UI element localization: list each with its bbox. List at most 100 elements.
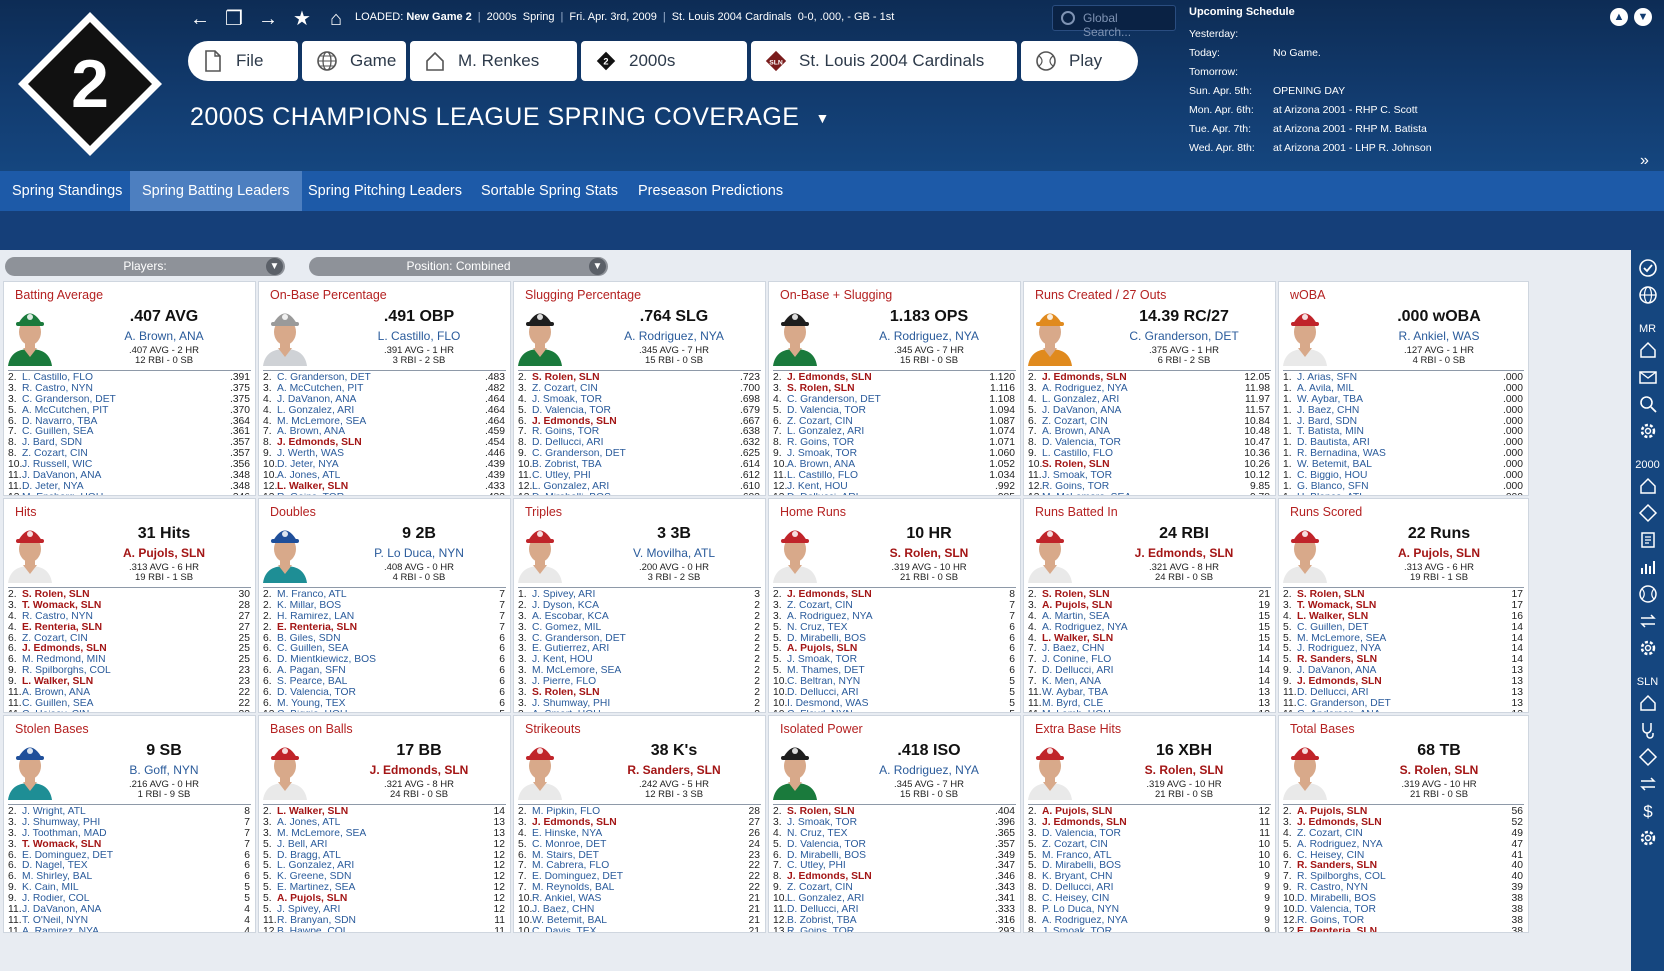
list-item[interactable]: 5. J. Bell, ARI 12 — [263, 839, 505, 851]
list-item[interactable]: 11. M. Byrd, CLE 13 — [1028, 698, 1270, 710]
player-name-link[interactable]: J. Smoak, TOR — [787, 655, 858, 666]
forward-arrow-icon[interactable]: → — [258, 8, 278, 30]
player-name-link[interactable]: B. Zobrist, TBA — [787, 915, 857, 926]
list-item[interactable]: 2. S. Rolen, SLN .723 — [518, 372, 760, 384]
player-name-link[interactable]: J. Conine, FLO — [1042, 655, 1112, 666]
list-item[interactable]: 5. L. Gonzalez, ARI 12 — [263, 861, 505, 872]
player-name-link[interactable]: A. Brown, ANA — [1042, 427, 1111, 438]
list-item[interactable]: 6. M. Shirley, BAL 6 — [8, 871, 250, 883]
list-item[interactable]: 6. S. Pearce, BAL 6 — [263, 676, 505, 688]
player-name-link[interactable]: A. Ramirez, NYA — [22, 926, 100, 933]
player-portrait[interactable] — [261, 738, 309, 800]
player-name-link[interactable]: E. Hinske, NYA — [532, 828, 603, 839]
list-item[interactable]: 8. D. Dellucci, ARI 9 — [1028, 882, 1270, 894]
list-item[interactable]: 5. A. Pujols, SLN 12 — [263, 893, 505, 905]
list-item[interactable]: 5. A. Pujols, SLN 6 — [773, 644, 1015, 655]
player-name-link[interactable]: J. Edmonds, SLN — [22, 644, 107, 655]
player-name-link[interactable]: C. Biggio, HOU — [277, 710, 465, 712]
list-item[interactable]: 3. J. Smoak, TOR .396 — [773, 817, 1015, 829]
player-name-link[interactable]: T. Womack, SLN — [1297, 600, 1377, 611]
player-name-link[interactable]: R. Ankiel, WAS — [532, 894, 602, 905]
player-name-link[interactable]: A. Jones, ATL — [277, 817, 341, 828]
star-icon[interactable]: ★ — [293, 8, 311, 30]
player-name-link[interactable]: D. Valencia, TOR — [277, 688, 356, 699]
list-item[interactable]: 9. J. Werth, WAS .446 — [263, 448, 505, 460]
panel-title[interactable]: Strikeouts — [525, 722, 581, 736]
list-item[interactable]: 3. A. McCutchen, PIT .482 — [263, 383, 505, 395]
player-name-link[interactable]: E. Martinez, SEA — [277, 883, 356, 894]
player-name-link[interactable]: C. Heisey, CIN — [1042, 894, 1110, 905]
list-item[interactable]: 11. R. Branyan, SDN 11 — [263, 915, 505, 927]
player-name-link[interactable]: T. Batista, MIN — [1297, 427, 1364, 438]
player-name-link[interactable]: C. Granderson, DET — [277, 373, 371, 383]
list-item[interactable]: 8. R. Goins, TOR 1.071 — [773, 437, 1015, 449]
menu-button-m-renkes[interactable]: M. Renkes — [410, 41, 577, 81]
player-name-link[interactable]: C. Davis, TEX — [532, 926, 597, 933]
list-item[interactable]: 3. Z. Cozart, CIN 7 — [773, 600, 1015, 612]
leader-name-link[interactable]: A. Rodriguez, NYA — [624, 329, 724, 343]
player-name-link[interactable]: C. Guillen, SEA — [277, 644, 349, 655]
leader-name-link[interactable]: A. Pujols, SLN — [122, 546, 205, 560]
player-name-link[interactable]: A. Jones, ATL — [277, 471, 341, 482]
checkmark-icon[interactable] — [1636, 256, 1659, 279]
player-name-link[interactable]: D. Bragg, ATL — [277, 850, 341, 861]
player-name-link[interactable]: R. Castro, NYN — [1297, 883, 1368, 894]
player-name-link[interactable]: R. Goins, TOR — [787, 438, 855, 449]
panel-title[interactable]: Slugging Percentage — [525, 288, 642, 302]
list-item[interactable]: 13.C. Biggio, HOU5 — [263, 709, 505, 712]
list-item[interactable]: 2. J. Edmonds, SLN 8 — [773, 589, 1015, 601]
player-name-link[interactable]: M. Reynolds, BAL — [532, 883, 615, 894]
player-name-link[interactable]: J. Wright, ATL — [22, 807, 86, 817]
home-icon[interactable]: ⌂ — [329, 8, 343, 30]
list-item[interactable]: 5. D. Valencia, TOR .357 — [773, 839, 1015, 851]
list-item[interactable]: 3. J. Toothman, MAD 7 — [8, 828, 250, 840]
list-item[interactable]: 6. A. Pagan, SFN 6 — [263, 665, 505, 677]
list-item[interactable]: 7. D. Dellucci, ARI 14 — [1028, 665, 1270, 677]
player-name-link[interactable]: M. McLemore, SEA — [532, 666, 622, 677]
player-name-link[interactable]: J. Smoak, TOR — [787, 449, 858, 460]
player-name-link[interactable]: Z. Cozart, CIN — [22, 633, 88, 644]
player-name-link[interactable]: T. Womack, SLN — [22, 600, 102, 611]
player-name-link[interactable]: D. Valencia, TOR — [1042, 438, 1121, 449]
player-name-link[interactable]: J. Bell, ARI — [277, 839, 328, 850]
list-item[interactable]: 6. J. Edmonds, SLN .667 — [518, 416, 760, 428]
player-portrait[interactable] — [516, 738, 564, 800]
list-item[interactable]: 9. K. Cain, MIL 5 — [8, 882, 250, 894]
player-name-link[interactable]: S. Rolen, SLN — [787, 807, 855, 817]
list-item[interactable]: 7. A. Brown, ANA .459 — [263, 427, 505, 438]
player-name-link[interactable]: E. Dominguez, DET — [22, 850, 113, 861]
player-name-link[interactable]: J. Edmonds, SLN — [532, 817, 617, 828]
list-item[interactable]: 2. S. Rolen, SLN 30 — [8, 589, 250, 601]
player-name-link[interactable]: A. Rodriguez, NYA — [787, 611, 873, 622]
player-name-link[interactable]: R. Spilborghs, COL — [1297, 872, 1386, 883]
list-item[interactable]: 2. J. Edmonds, SLN 12.05 — [1028, 372, 1270, 384]
player-name-link[interactable]: J. Dyson, KCA — [532, 600, 599, 611]
list-item[interactable]: 5. E. Martinez, SEA 12 — [263, 882, 505, 894]
player-name-link[interactable]: M. Byrd, CLE — [1042, 698, 1104, 709]
list-item[interactable]: 4. N. Cruz, TEX .365 — [773, 828, 1015, 840]
player-name-link[interactable]: D. Navarro, TBA — [22, 416, 98, 427]
list-item[interactable]: 11. J. Smoak, TOR 10.12 — [1028, 470, 1270, 482]
double-chevron-right-icon[interactable]: » — [1640, 152, 1649, 169]
list-item[interactable]: 5. J. Rodriguez, NYA 14 — [1283, 644, 1523, 655]
schedule-event[interactable]: OPENING DAY — [1273, 84, 1346, 97]
player-name-link[interactable]: J. Baez, CHN — [1042, 644, 1105, 655]
list-item[interactable]: 12. B. Zobrist, TBA .316 — [773, 915, 1015, 927]
player-name-link[interactable]: I. Desmond, WAS — [787, 698, 869, 709]
player-name-link[interactable]: S. Rolen, SLN — [22, 590, 90, 600]
list-item[interactable]: 10. B. Zobrist, TBA .614 — [518, 459, 760, 471]
list-item[interactable]: 8. J. Edmonds, SLN .346 — [773, 871, 1015, 883]
player-name-link[interactable]: K. Millar, BOS — [277, 600, 342, 611]
panel-title[interactable]: Hits — [15, 505, 37, 519]
list-item[interactable]: 3. S. Rolen, SLN 1.116 — [773, 383, 1015, 395]
player-name-link[interactable]: H. Blanco, ATL — [1297, 493, 1483, 495]
player-name-link[interactable]: Z. Cozart, CIN — [1042, 839, 1108, 850]
list-item[interactable]: 6. M. Redmond, MIN 25 — [8, 654, 250, 666]
list-item[interactable]: 6. C. Heisey, CIN 41 — [1283, 850, 1523, 862]
list-item[interactable]: 9. R. Castro, NYN 39 — [1283, 882, 1523, 894]
list-item[interactable]: 9. J. Smoak, TOR 1.060 — [773, 448, 1015, 460]
player-name-link[interactable]: D. Dellucci, ARI — [1042, 883, 1114, 894]
player-name-link[interactable]: L. Walker, SLN — [1297, 611, 1369, 622]
list-item[interactable]: 4. L. Walker, SLN 16 — [1283, 611, 1523, 623]
